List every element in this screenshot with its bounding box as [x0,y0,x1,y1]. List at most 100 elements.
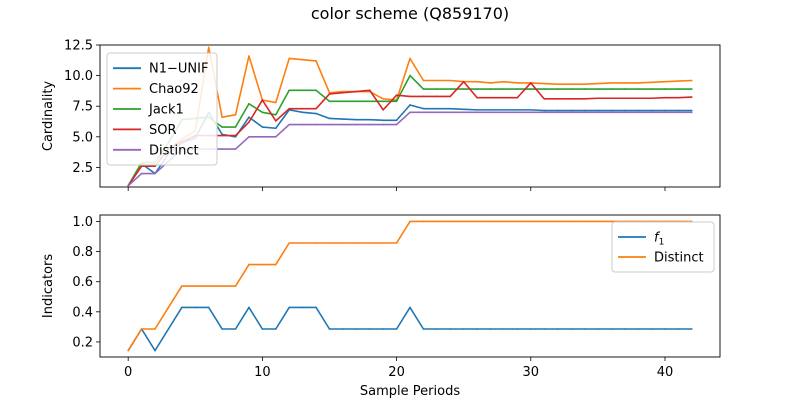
data-point [355,328,358,330]
data-point [154,328,156,330]
data-point [583,98,586,100]
data-point [328,117,331,120]
data-point [248,116,250,119]
data-point [516,109,519,111]
data-point [221,134,223,137]
data-point [677,328,680,330]
data-point [610,97,613,100]
data-point [275,328,277,330]
data-point [368,100,371,103]
data-point [677,96,680,99]
legend-frame [611,221,715,273]
data-point [583,220,586,223]
data-point [529,109,532,111]
data-point [503,111,505,114]
data-point [248,136,250,138]
data-point [422,88,425,90]
data-point [677,111,680,114]
data-point [395,242,398,244]
data-point [422,328,425,330]
x-tick-label: 20 [388,365,405,380]
data-point [623,109,626,112]
data-point [597,220,599,223]
data-point [556,98,559,100]
data-point [610,88,613,90]
data-point [637,328,639,330]
x-tick-label: 30 [523,365,540,380]
data-point [154,165,156,167]
data-point [543,82,545,85]
data-point [476,111,478,114]
y-tick-label: 12.5 [64,39,93,54]
data-point [328,93,331,95]
x-axis-label: Sample Periods [360,384,460,399]
data-point [489,220,492,223]
data-point [368,89,371,92]
data-point [529,88,532,90]
data-point [315,112,317,115]
data-point [529,111,532,114]
data-point [301,89,304,92]
data-point [691,79,693,82]
data-point [691,328,693,330]
data-point [368,328,371,330]
data-point [301,111,304,114]
data-point [167,328,170,330]
data-point [476,328,478,330]
x-tick-label: 10 [254,365,271,380]
data-point [503,220,505,223]
data-point [275,120,277,122]
data-point [476,88,478,90]
data-point [436,107,438,110]
data-point [275,263,277,266]
data-point [342,91,344,94]
data-point [382,242,384,244]
data-point [422,220,425,223]
data-point [677,88,680,90]
data-point [449,220,452,223]
data-point [301,306,304,309]
data-point [261,263,264,266]
data-point [382,123,384,126]
data-point [422,95,425,98]
data-point [315,107,317,110]
data-point [543,111,545,114]
data-point [449,328,452,330]
data-point [328,242,331,244]
data-point [449,79,452,82]
y-tick-label: 1.0 [72,215,93,230]
data-point [677,80,680,82]
data-point [221,328,223,330]
data-point [556,111,559,114]
data-point [583,88,586,90]
data-point [288,242,291,244]
data-point [234,126,237,128]
data-point [583,328,586,330]
data-point [462,88,465,90]
data-point [597,97,599,100]
data-point [436,111,438,114]
data-point [234,148,237,150]
data-point [328,123,331,126]
data-point [583,109,586,112]
data-point [664,109,666,112]
data-point [395,119,398,122]
data-point [167,306,170,309]
data-point [516,328,519,330]
legend-label: Distinct [654,251,704,266]
data-point [489,82,492,84]
data-point [409,306,411,309]
data-point [691,109,693,112]
data-point [583,83,586,85]
data-point [489,96,492,99]
data-point [503,96,505,99]
data-point [261,126,264,128]
data-point [570,220,572,223]
data-point [368,118,371,121]
data-point [637,109,639,112]
data-point [315,242,317,244]
x-tick-label: 0 [124,365,132,380]
data-point [516,82,519,84]
data-point [261,328,264,330]
